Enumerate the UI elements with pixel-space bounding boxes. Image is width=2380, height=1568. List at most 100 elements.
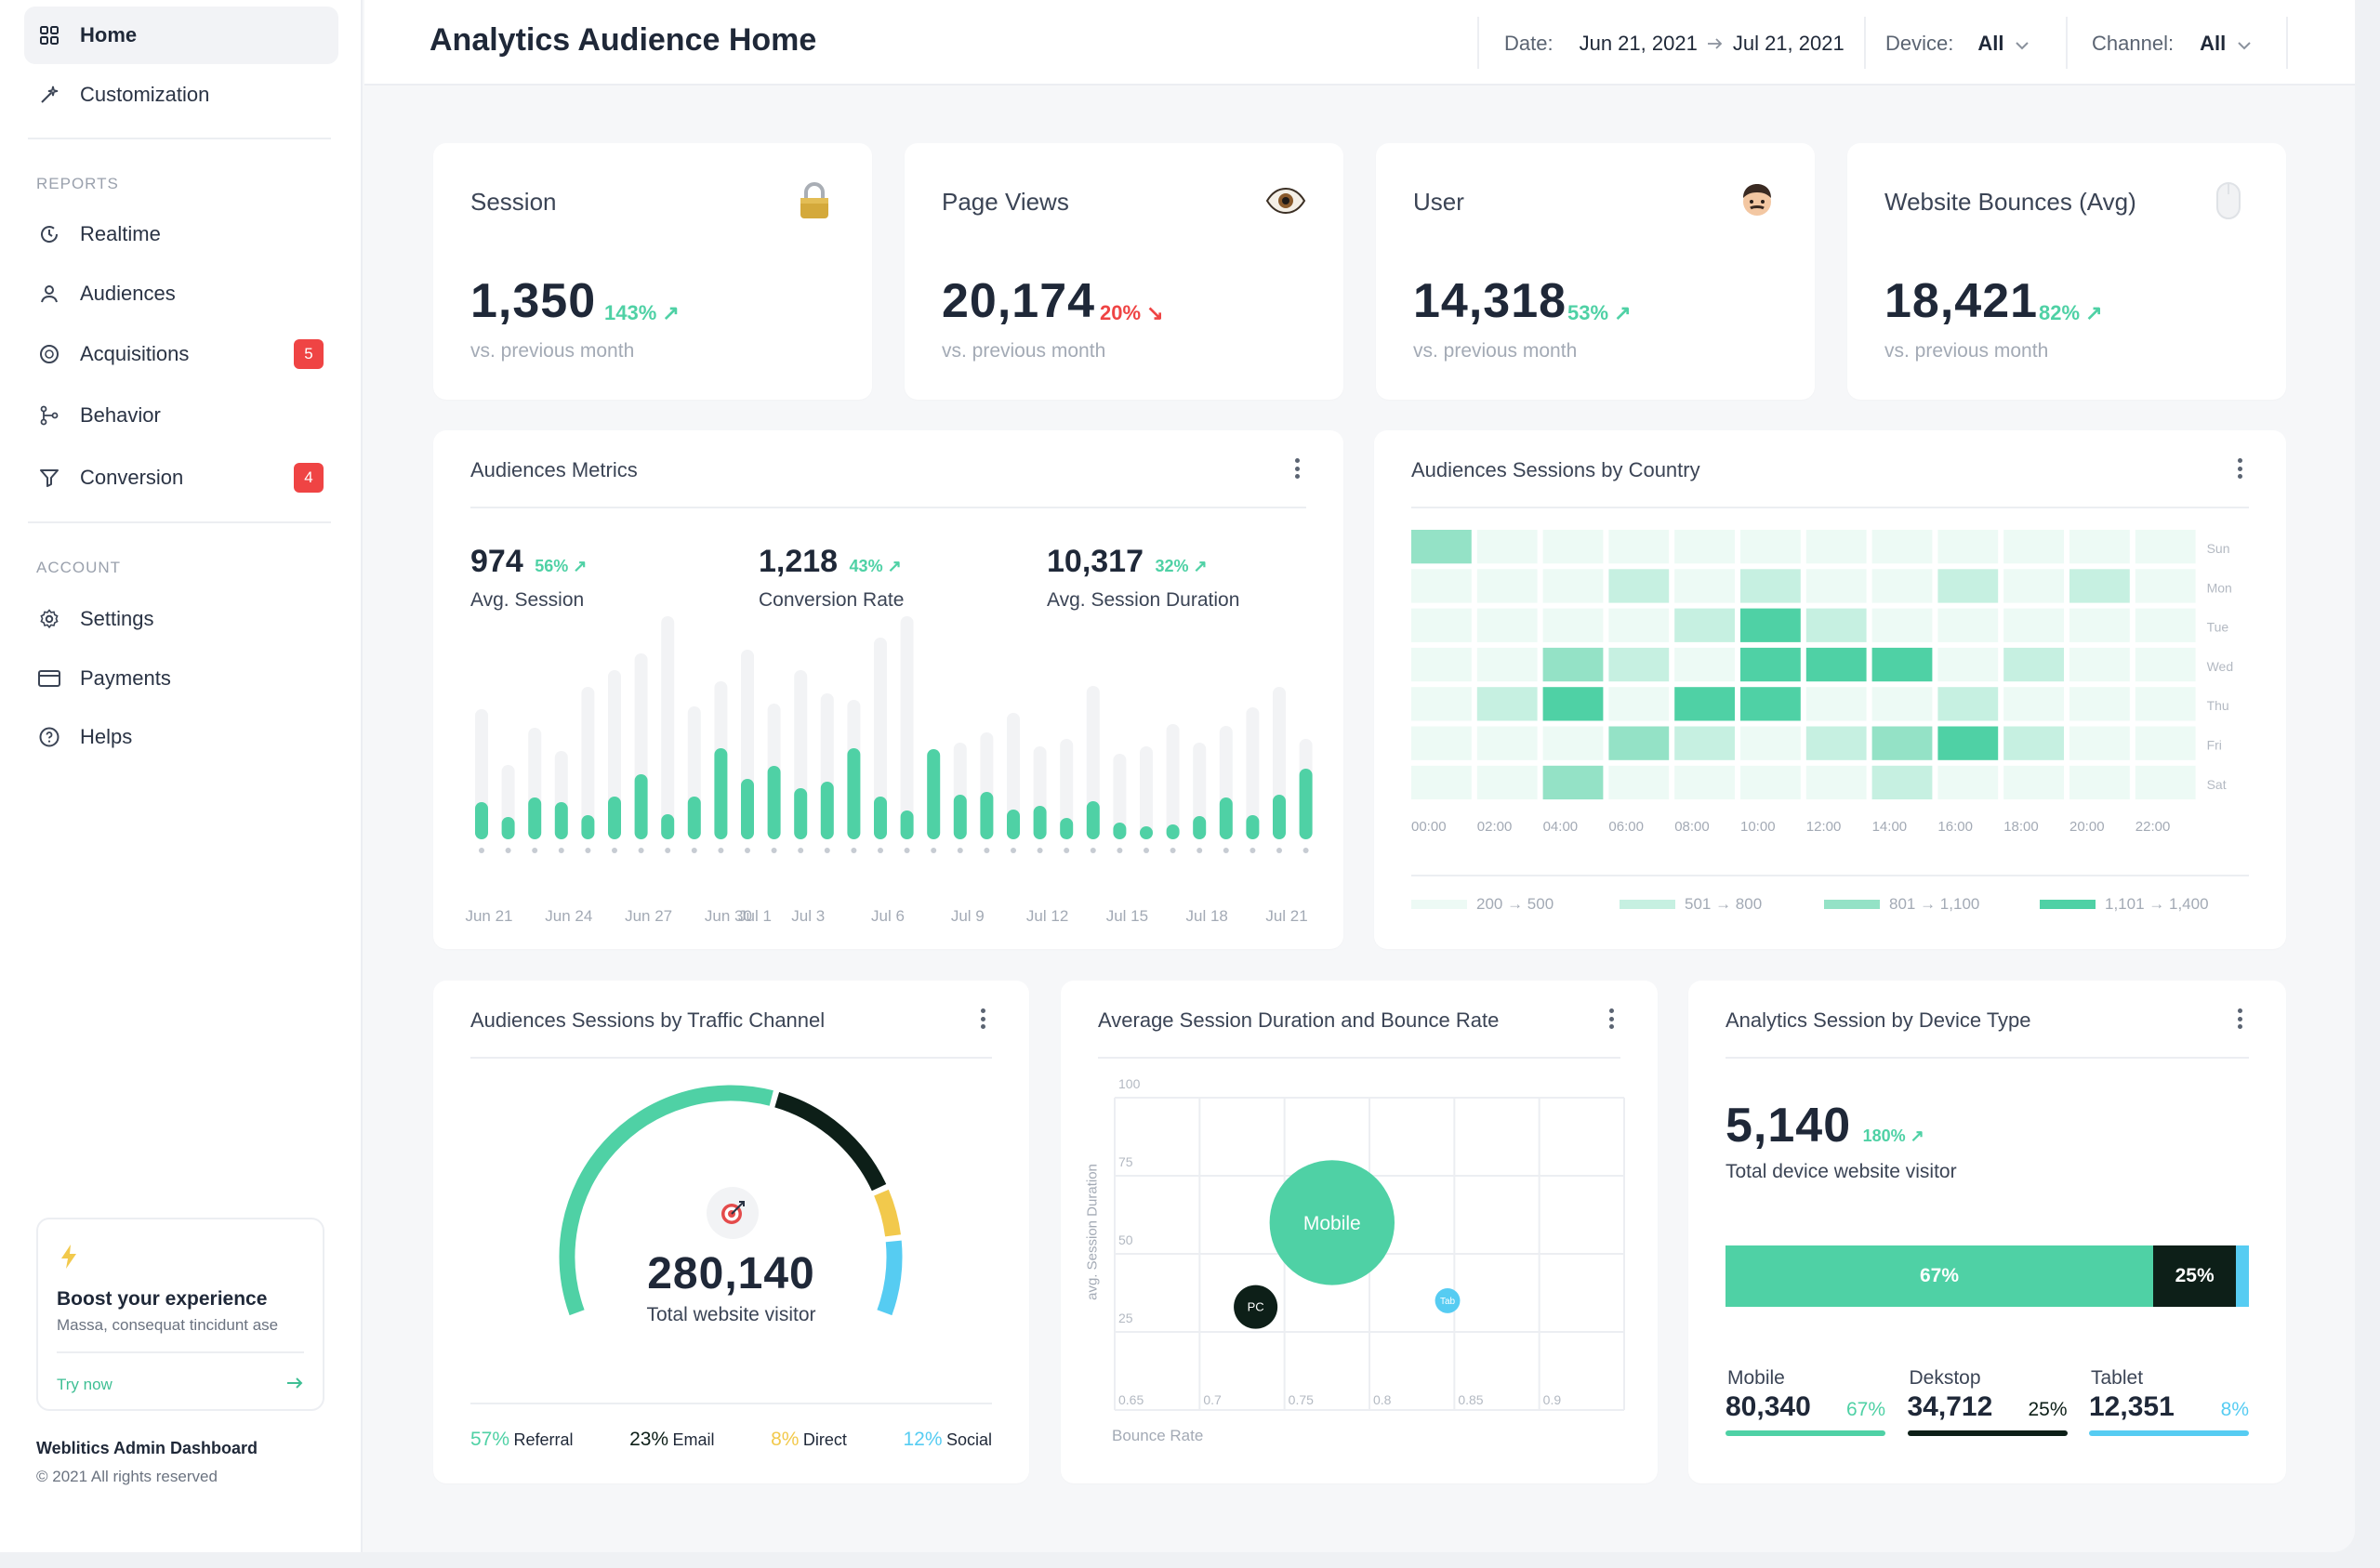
stat-caption: vs. previous month [1413, 340, 1578, 362]
device-breakdown: Mobile 80,340 67% Dekstop 34,712 25% Tab… [1726, 1367, 2249, 1436]
legend-label: Social [945, 1430, 992, 1449]
toolbar-divider [1477, 17, 1479, 69]
bar [1166, 824, 1180, 839]
arrow-right-icon [1707, 32, 1724, 56]
device-total-label: Total device website visitor [1726, 1161, 1957, 1182]
legend-label: Direct [802, 1430, 847, 1449]
metric-label: Avg. Session Duration [1047, 589, 1240, 611]
x-tick-label: 00:00 [1411, 819, 1447, 835]
device-underline [1907, 1430, 2068, 1436]
bar-dot [798, 848, 804, 853]
more-options-icon[interactable] [973, 1005, 992, 1033]
chevron-down-icon [2015, 32, 2030, 56]
sidebar-item-payments[interactable]: Payments [24, 650, 338, 707]
heatmap-cell [1871, 530, 1933, 564]
try-now-link[interactable]: Try now [57, 1372, 304, 1398]
sidebar-item-realtime[interactable]: Realtime [24, 205, 338, 263]
legend-item: 1,101 → 1,400 [2040, 895, 2209, 914]
more-options-icon[interactable] [1602, 1005, 1620, 1033]
more-options-icon[interactable] [2230, 1005, 2249, 1033]
bar [687, 797, 701, 839]
metric-avg-session: 974 56% ↗ Avg. Session [470, 544, 587, 612]
heatmap-cell [1871, 765, 1933, 800]
heatmap-cell [2069, 608, 2130, 642]
heatmap-cell [1542, 726, 1604, 760]
y-tick-label: Sat [2207, 777, 2227, 792]
y-tick-label: Fri [2207, 738, 2222, 753]
sidebar-item-conversion[interactable]: Conversion 4 [24, 449, 338, 507]
trend-up-icon: ↗ [2085, 301, 2103, 324]
stat-change-value: 20% [1100, 301, 1142, 324]
traffic-channel-card: Audiences Sessions by Traffic Channel 28… [433, 981, 1029, 1483]
session-duration-bounce-card: Average Session Duration and Bounce Rate… [1061, 981, 1658, 1483]
heatmap-cell [1937, 687, 1999, 721]
legend-item: 200 → 500 [1411, 895, 1620, 914]
stat-change-value: 82% [2039, 301, 2081, 324]
device-pct: 8% [2220, 1399, 2249, 1420]
heatmap-cell [1411, 608, 1472, 642]
legend-swatch [1824, 900, 1880, 909]
bubble-chart: 0.65 0.7 0.75 0.8 0.85 0.9 100 75 50 25 Mobile PC Ta… [1114, 1076, 1625, 1411]
trend-up-icon: ↗ [1614, 301, 1632, 324]
bar-dot [824, 848, 830, 853]
bar [634, 774, 648, 839]
legend-item-direct: 8% Direct [771, 1429, 847, 1451]
y-tick-label: Sun [2207, 541, 2230, 556]
x-tick-label: 04:00 [1543, 819, 1579, 835]
sidebar-item-home[interactable]: Home [24, 7, 338, 64]
heatmap-cell [1871, 608, 1933, 642]
x-tick-label: 0.9 [1543, 1392, 1562, 1407]
bar-dot [878, 848, 883, 853]
y-tick-label: 25 [1118, 1311, 1133, 1325]
heatmap-cell [1411, 569, 1472, 603]
sidebar-item-helps[interactable]: Helps [24, 708, 338, 766]
stat-caption: vs. previous month [470, 340, 635, 362]
card-divider [470, 1057, 992, 1059]
sidebar-item-behavior[interactable]: Behavior [24, 387, 338, 444]
more-options-icon[interactable] [1288, 455, 1306, 482]
sidebar: Home Customization REPORTS Realtime Audi… [0, 0, 363, 1552]
bar [608, 797, 621, 839]
date-range-picker[interactable]: Date: Jun 21, 2021 Jul 21, 2021 [1504, 28, 1844, 59]
legend-label: 501 → 800 [1685, 895, 1763, 913]
more-options-icon[interactable] [2230, 455, 2249, 482]
sidebar-item-audiences[interactable]: Audiences [24, 265, 338, 323]
heatmap-cell [1542, 647, 1604, 682]
heatmap-cell [1411, 687, 1472, 721]
bar-dot [984, 848, 990, 853]
device-total-change: 180% ↗ [1863, 1127, 1924, 1145]
heatmap-cell [1937, 765, 1999, 800]
card-divider [1098, 1057, 1620, 1059]
device-bar-tablet [2236, 1245, 2249, 1307]
bar-background [661, 616, 675, 839]
bar [581, 815, 595, 839]
bar [1113, 823, 1127, 839]
heatmap-cell [2003, 765, 2064, 800]
stat-value: 18,421 [1884, 274, 2039, 328]
x-tick-label: Jul 15 [1106, 907, 1148, 925]
heatmap-cell [1411, 726, 1472, 760]
bar [475, 802, 488, 839]
bar-background [1246, 707, 1260, 839]
reports-section-label: REPORTS [36, 175, 119, 192]
sidebar-item-customization[interactable]: Customization [24, 66, 338, 124]
heatmap-cell [1805, 530, 1867, 564]
sidebar-item-settings[interactable]: Settings [24, 590, 338, 648]
device-total-value: 5,140 [1726, 1099, 1852, 1153]
device-value: 34,712 [1907, 1391, 1993, 1422]
device-filter-select[interactable]: Device: All [1885, 28, 2030, 59]
legend-label: Referral [513, 1430, 574, 1449]
heatmap-cell [1937, 530, 1999, 564]
bubble-tab [1435, 1287, 1461, 1313]
sidebar-item-acquisitions[interactable]: Acquisitions 5 [24, 325, 338, 383]
heatmap-cell [1476, 647, 1538, 682]
heatmap-cell [1542, 765, 1604, 800]
metric-conversion-rate: 1,218 43% ↗ Conversion Rate [759, 544, 904, 612]
legend-divider [470, 1403, 992, 1404]
heatmap-cell [1674, 608, 1735, 642]
channel-filter-select[interactable]: Channel: All [2092, 28, 2252, 59]
x-tick-label: 14:00 [1872, 819, 1908, 835]
bar-dot [771, 848, 777, 853]
bar-dot [1064, 848, 1070, 853]
sessions-by-country-card: Audiences Sessions by Country Sun Mon Tue W… [1374, 430, 2286, 949]
